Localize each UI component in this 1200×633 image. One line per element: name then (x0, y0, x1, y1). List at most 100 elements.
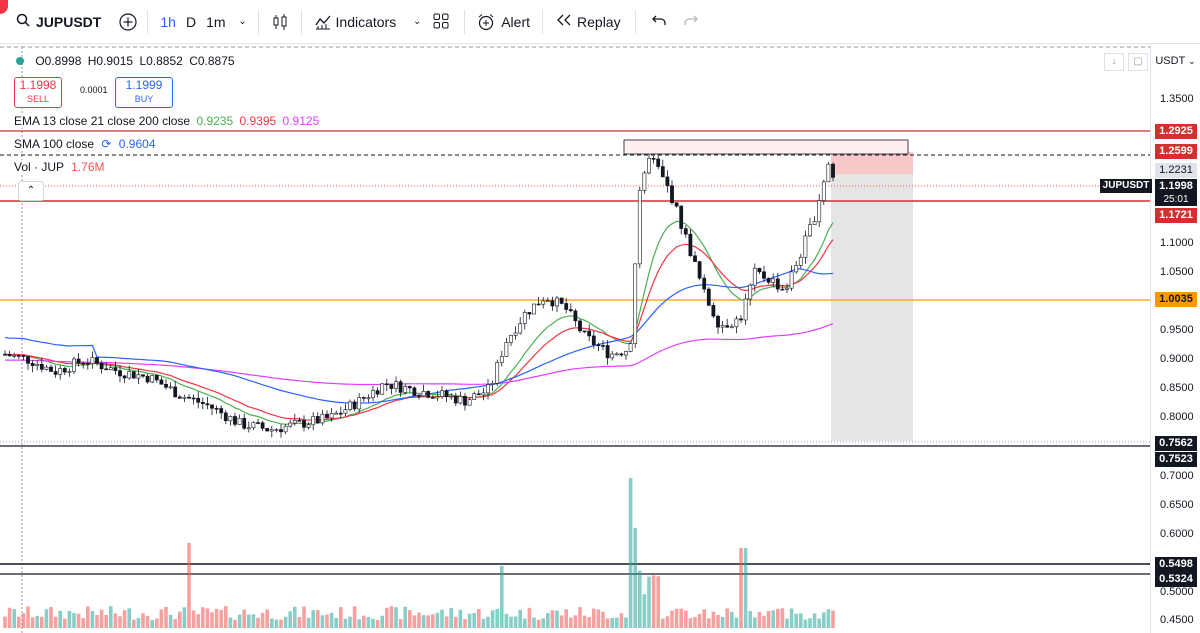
candle-body (223, 412, 228, 422)
candle-body (348, 401, 352, 410)
candle-body (679, 205, 684, 229)
candle-body (384, 383, 389, 386)
volume-bar (76, 613, 81, 628)
chart-type-button[interactable] (271, 0, 289, 44)
candle-body (417, 395, 421, 397)
replay-button[interactable]: Replay (555, 0, 621, 44)
volume-bar (325, 614, 329, 628)
volume-bar (564, 609, 568, 628)
candle-body (656, 158, 661, 167)
candle-body (688, 233, 693, 257)
candle-body (780, 288, 785, 291)
volume-bar (260, 612, 265, 628)
interval-1m[interactable]: 1m (206, 13, 226, 30)
templates-dropdown[interactable]: ⌄ (408, 0, 426, 44)
candle-body (449, 395, 454, 398)
volume-bar (812, 613, 817, 628)
candle-body (260, 422, 265, 429)
undo-button[interactable] (650, 0, 668, 44)
candle-body (380, 383, 385, 395)
volume-bar (748, 611, 752, 628)
volume-bar (297, 617, 302, 628)
scroll-down-button[interactable]: ↓ (1104, 53, 1124, 71)
replay-icon (555, 13, 573, 31)
interval-dropdown[interactable]: ⌄ (234, 0, 252, 44)
volume-bar (196, 614, 200, 628)
candle-body (214, 407, 219, 410)
volume-bar (17, 616, 21, 628)
indicators-button[interactable]: Indicators (314, 0, 396, 44)
volume-bar (440, 609, 444, 628)
currency-label: USDT (1155, 55, 1186, 67)
candle-body (808, 224, 812, 237)
candle-body (495, 362, 500, 384)
loading-icon: ⟳ (101, 137, 112, 151)
volume-bar (477, 608, 481, 628)
candle-body (302, 420, 306, 428)
alert-button[interactable]: Alert (477, 0, 530, 44)
auto-scale-button[interactable]: ▢ (1128, 53, 1148, 71)
volume-bar (329, 612, 334, 628)
interval-d[interactable]: D (185, 13, 197, 30)
volume-bar (357, 619, 361, 628)
volume-bar (302, 606, 306, 628)
volume-bar (122, 610, 127, 628)
volume-bar (541, 618, 545, 628)
volume-bar (490, 610, 495, 628)
rectangle-drawing[interactable] (623, 139, 909, 155)
volume-bar (633, 528, 637, 628)
currency-selector[interactable]: USDT ⌄ (1153, 52, 1198, 70)
volume-bar (559, 615, 564, 628)
candle-body (582, 330, 587, 333)
candle-body (164, 383, 168, 388)
candle-body (771, 278, 776, 283)
sell-button[interactable]: 1.1998 SELL (14, 77, 62, 108)
candle-body (141, 374, 145, 377)
candle-body (210, 404, 214, 409)
candle-body (430, 397, 435, 399)
symbol-search[interactable]: JUPUSDT (14, 0, 101, 44)
collapse-legend-button[interactable]: ⌃ (18, 181, 44, 201)
volume-bar (348, 616, 352, 628)
price-chart[interactable] (0, 44, 1150, 633)
volume-bar (587, 617, 591, 628)
chevron-down-icon: ⌄ (1188, 56, 1196, 66)
buy-button[interactable]: 1.1999 BUY (115, 77, 173, 108)
compare-button[interactable] (119, 0, 137, 44)
volume-bar (306, 617, 311, 628)
candle-body (499, 356, 504, 363)
volume-bar (155, 618, 159, 628)
candle-body (233, 416, 237, 425)
volume-bar (670, 610, 674, 628)
candle-body (53, 371, 58, 375)
ohlc-legend: O0.8998 H0.9015 L0.8852 C0.8875 (16, 54, 238, 68)
buy-price: 1.1999 (125, 78, 163, 92)
volume-bar (711, 611, 716, 628)
sma-legend[interactable]: SMA 100 close ⟳ 0.9604 (14, 137, 156, 151)
candle-body (187, 396, 191, 399)
ema-legend[interactable]: EMA 13 close 21 close 200 close 0.9235 0… (14, 114, 320, 128)
candle-body (58, 368, 63, 375)
candle-body (343, 409, 348, 414)
volume-bar (90, 611, 95, 628)
candle-body (191, 397, 196, 400)
volume-bar (431, 614, 435, 628)
sell-price: 1.1998 (19, 78, 57, 92)
interval-1h[interactable]: 1h (160, 13, 176, 30)
volume-bar (150, 619, 154, 628)
candle-body (35, 364, 40, 366)
candle-body (72, 358, 76, 372)
candle-body (458, 396, 463, 404)
volume-legend[interactable]: Vol · JUP 1.76M (14, 160, 105, 174)
volume-bar (716, 615, 720, 628)
market-status-icon (16, 57, 24, 65)
layouts-button[interactable] (432, 0, 450, 44)
candle-body (90, 357, 95, 364)
volume-bar (339, 607, 343, 628)
price-scale[interactable] (1150, 44, 1200, 633)
volume-bar (12, 609, 16, 628)
candle-body (325, 413, 329, 419)
volume-bar (546, 613, 550, 628)
candle-body (104, 368, 109, 371)
redo-button[interactable] (682, 0, 700, 44)
